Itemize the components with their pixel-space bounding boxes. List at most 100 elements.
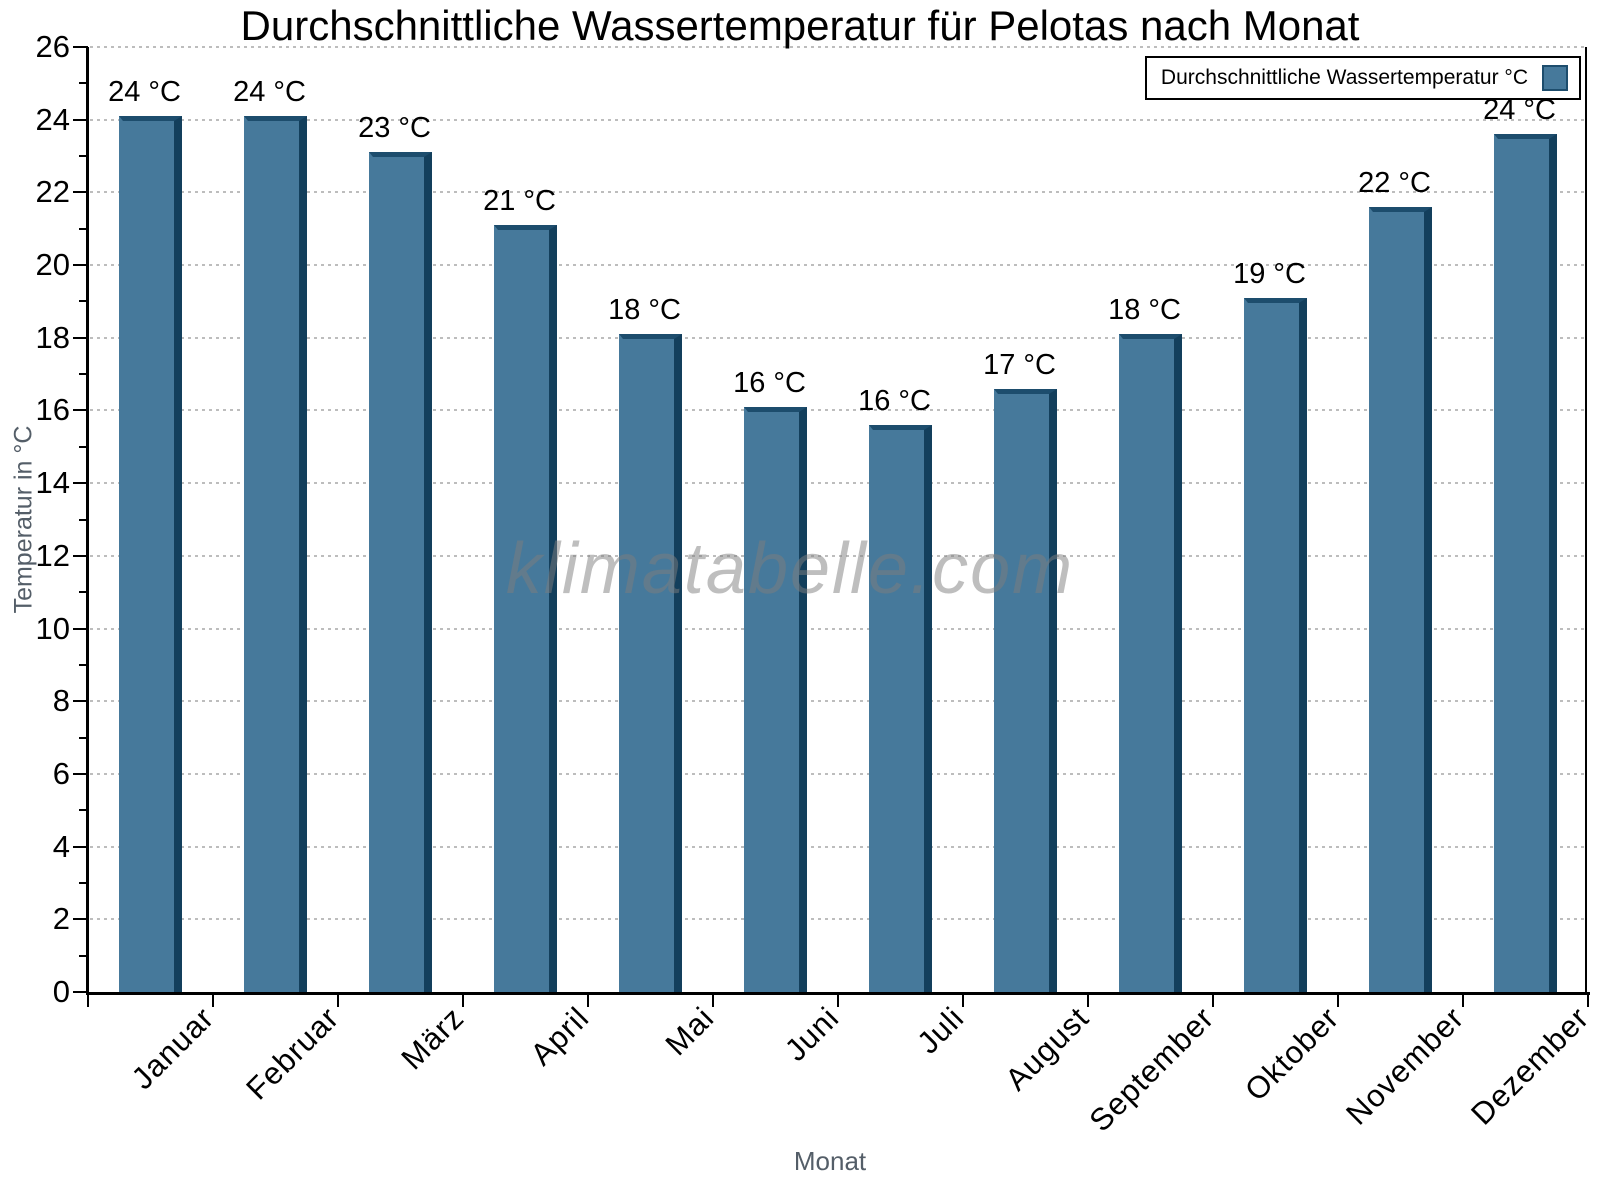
bar-dezember xyxy=(1494,134,1557,992)
bar-februar xyxy=(244,116,307,992)
bar-april xyxy=(494,225,557,992)
gridline xyxy=(90,482,1586,484)
y-axis-tick-label: 24 xyxy=(35,102,70,137)
y-axis-major-tick xyxy=(73,482,88,484)
bar-januar xyxy=(119,116,182,992)
y-axis-minor-tick xyxy=(79,228,88,230)
y-axis-tick-label: 4 xyxy=(52,829,70,864)
bar-november xyxy=(1369,207,1432,992)
x-axis-tick xyxy=(337,994,339,1007)
gridline xyxy=(90,46,1586,48)
y-axis-major-tick xyxy=(73,846,88,848)
bar-value-label: 23 °C xyxy=(358,112,431,144)
bar-value-label: 24 °C xyxy=(108,76,181,108)
plot-right-border xyxy=(1585,47,1587,992)
y-axis-major-tick xyxy=(73,191,88,193)
x-axis-tick xyxy=(587,994,589,1007)
bar-september xyxy=(1119,334,1182,992)
bar-mai xyxy=(619,334,682,992)
y-axis-major-tick xyxy=(73,409,88,411)
y-axis-major-tick xyxy=(73,628,88,630)
gridline xyxy=(90,264,1586,266)
bar-märz xyxy=(369,152,432,992)
legend-label: Durchschnittliche Wassertemperatur °C xyxy=(1160,66,1528,89)
gridline xyxy=(90,846,1586,848)
x-axis-tick xyxy=(1587,994,1589,1007)
x-axis-tick xyxy=(212,994,214,1007)
x-axis-tick xyxy=(87,994,89,1007)
gridline xyxy=(90,773,1586,775)
x-axis-line xyxy=(86,992,1590,995)
y-axis-minor-tick xyxy=(79,300,88,302)
gridline xyxy=(90,555,1586,557)
gridline xyxy=(90,700,1586,702)
y-axis-line xyxy=(86,47,89,995)
y-axis-tick-label: 0 xyxy=(52,974,70,1009)
y-axis-major-tick xyxy=(73,337,88,339)
x-axis-tick xyxy=(712,994,714,1007)
x-axis-tick xyxy=(1462,994,1464,1007)
bar-value-label: 17 °C xyxy=(983,349,1056,381)
y-axis-major-tick xyxy=(73,119,88,121)
bar-value-label: 19 °C xyxy=(1233,258,1306,290)
y-axis-minor-tick xyxy=(79,446,88,448)
y-axis-minor-tick xyxy=(79,955,88,957)
y-axis-tick-label: 22 xyxy=(35,174,70,209)
y-axis-tick-label: 18 xyxy=(35,320,70,355)
gridline xyxy=(90,191,1586,193)
y-axis-minor-tick xyxy=(79,82,88,84)
bar-value-label: 21 °C xyxy=(483,185,556,217)
y-axis-tick-label: 26 xyxy=(35,29,70,64)
watermark: klimatabelle.com xyxy=(505,529,1075,609)
y-axis-major-tick xyxy=(73,773,88,775)
bar-august xyxy=(994,389,1057,992)
x-axis-tick xyxy=(1212,994,1214,1007)
y-axis-major-tick xyxy=(73,700,88,702)
y-axis-tick-label: 16 xyxy=(35,392,70,427)
bar-value-label: 18 °C xyxy=(608,294,681,326)
x-axis-tick xyxy=(962,994,964,1007)
legend-series-marker-icon xyxy=(1542,65,1568,91)
y-axis-minor-tick xyxy=(79,519,88,521)
y-axis-tick-label: 10 xyxy=(35,611,70,646)
x-axis-tick xyxy=(1337,994,1339,1007)
x-axis-tick xyxy=(462,994,464,1007)
bar-value-label: 18 °C xyxy=(1108,294,1181,326)
y-axis-tick-label: 2 xyxy=(52,901,70,936)
y-axis-major-tick xyxy=(73,555,88,557)
x-axis-title: Monat xyxy=(793,1146,867,1176)
chart-title: Durchschnittliche Wassertemperatur für P… xyxy=(240,2,1360,49)
legend: Durchschnittliche Wassertemperatur °C xyxy=(1144,56,1581,100)
bar-value-label: 22 °C xyxy=(1358,167,1431,199)
y-axis-major-tick xyxy=(73,918,88,920)
y-axis-tick-label: 6 xyxy=(52,756,70,791)
y-axis-minor-tick xyxy=(79,373,88,375)
y-axis-tick-label: 20 xyxy=(35,247,70,282)
y-axis-major-tick xyxy=(73,264,88,266)
y-axis-title: Temperatur in °C xyxy=(9,425,38,614)
y-axis-tick-label: 14 xyxy=(35,465,70,500)
bar-juni xyxy=(744,407,807,992)
y-axis-minor-tick xyxy=(79,591,88,593)
x-axis-tick xyxy=(1087,994,1089,1007)
bar-value-label: 24 °C xyxy=(233,76,306,108)
gridline xyxy=(90,409,1586,411)
y-axis-major-tick xyxy=(73,46,88,48)
gridline xyxy=(90,337,1586,339)
x-axis-tick xyxy=(837,994,839,1007)
bar-value-label: 16 °C xyxy=(733,367,806,399)
y-axis-minor-tick xyxy=(79,809,88,811)
y-axis-minor-tick xyxy=(79,737,88,739)
y-axis-minor-tick xyxy=(79,155,88,157)
bar-juli xyxy=(869,425,932,992)
y-axis-minor-tick xyxy=(79,882,88,884)
y-axis-tick-label: 8 xyxy=(52,683,70,718)
gridline xyxy=(90,119,1586,121)
bar-oktober xyxy=(1244,298,1307,992)
bar-value-label: 16 °C xyxy=(858,385,931,417)
gridline xyxy=(90,628,1586,630)
y-axis-minor-tick xyxy=(79,664,88,666)
y-axis-major-tick xyxy=(73,991,88,993)
